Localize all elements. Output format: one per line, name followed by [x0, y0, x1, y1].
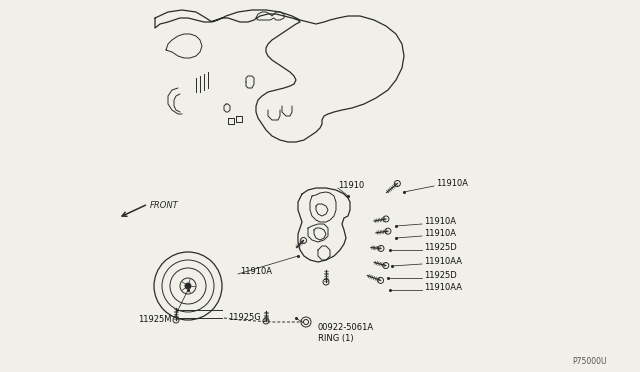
Text: 11925G: 11925G: [228, 314, 260, 323]
Text: 11910AA: 11910AA: [424, 283, 462, 292]
Text: FRONT: FRONT: [150, 202, 179, 211]
Text: 11925M: 11925M: [138, 315, 172, 324]
Text: RING (1): RING (1): [318, 334, 354, 343]
Circle shape: [185, 283, 191, 289]
Text: 11925D: 11925D: [424, 244, 457, 253]
Text: 11910A: 11910A: [436, 180, 468, 189]
Text: 11910A: 11910A: [424, 230, 456, 238]
Text: 11910: 11910: [338, 182, 364, 190]
Text: 11910A: 11910A: [424, 218, 456, 227]
Text: 11910A: 11910A: [240, 267, 272, 276]
Text: 11925D: 11925D: [424, 272, 457, 280]
Text: 11910AA: 11910AA: [424, 257, 462, 266]
Text: 00922-5061A: 00922-5061A: [318, 324, 374, 333]
Text: P75000U: P75000U: [572, 357, 607, 366]
